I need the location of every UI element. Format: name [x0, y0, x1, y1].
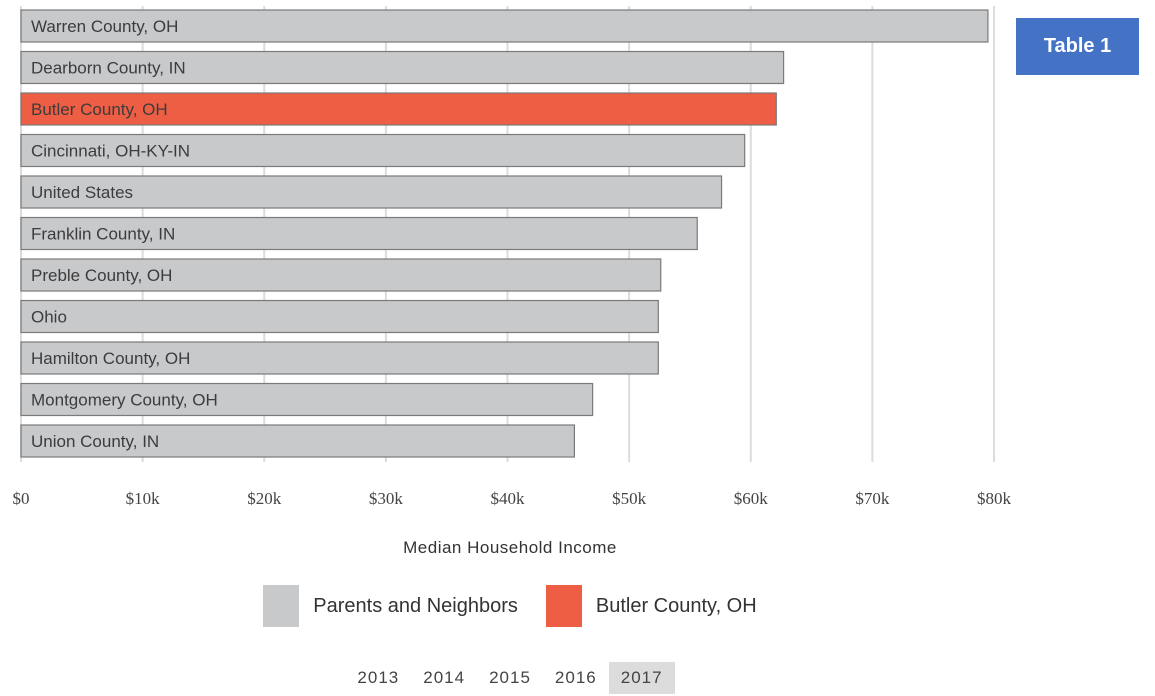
bar: [20, 175, 723, 209]
bar-label: Preble County, OH: [31, 266, 172, 285]
x-axis-ticks: $0 $10k $20k $30k $40k $50k $60k $70k $80k: [13, 489, 1012, 508]
x-tick-label: $30k: [369, 489, 404, 508]
year-button-2016[interactable]: 2016: [554, 668, 597, 687]
year-button-2014[interactable]: 2014: [423, 668, 466, 687]
bar-label: United States: [31, 183, 133, 202]
year-button-2017[interactable]: 2017: [608, 662, 675, 694]
bar: [20, 424, 575, 458]
x-tick-label: $70k: [855, 489, 890, 508]
bar-label: Ohio: [31, 308, 67, 327]
bar-label: Dearborn County, IN: [31, 59, 186, 78]
bar: [20, 50, 785, 85]
x-axis-title: Median Household Income: [403, 538, 617, 557]
legend-swatch-orange: [545, 585, 582, 627]
bar-chart: Warren County, OH Dearborn County, IN Butl…: [13, 6, 1012, 508]
bar-label: Cincinnati, OH-KY-IN: [31, 142, 190, 161]
legend-item-butler: Butler County, OH: [545, 585, 757, 627]
x-tick-label: $50k: [612, 489, 647, 508]
bar-label: Montgomery County, OH: [31, 391, 218, 410]
legend: Parents and Neighbors Butler County, OH: [0, 585, 1020, 627]
x-tick-label: $20k: [247, 489, 282, 508]
bar-label: Union County, IN: [31, 432, 159, 451]
x-tick-label: $0: [13, 489, 30, 508]
bar: [20, 299, 659, 334]
x-tick-label: $10k: [126, 489, 161, 508]
bar: [20, 382, 594, 417]
bar: [20, 133, 746, 168]
year-button-2013[interactable]: 2013: [357, 668, 400, 687]
x-tick-label: $60k: [734, 489, 769, 508]
x-tick-label: $40k: [491, 489, 526, 508]
legend-label-parents: Parents and Neighbors: [313, 594, 518, 617]
bar-label: Butler County, OH: [31, 100, 168, 119]
bar: [20, 9, 989, 43]
legend-swatch-gray: [263, 585, 300, 627]
x-tick-label: $80k: [977, 489, 1012, 508]
legend-item-parents: Parents and Neighbors: [263, 585, 518, 627]
bar: [20, 216, 698, 251]
bar-label: Warren County, OH: [31, 17, 178, 36]
bar-label: Franklin County, IN: [31, 225, 175, 244]
bar: [20, 92, 777, 126]
year-selector: 2013 2014 2015 2016 2017: [0, 662, 1020, 694]
bars: Warren County, OH Dearborn County, IN Butl…: [20, 9, 989, 458]
bar: [20, 258, 662, 292]
table-badge: Table 1: [1016, 18, 1139, 75]
bar-label: Hamilton County, OH: [31, 349, 190, 368]
year-button-2015[interactable]: 2015: [489, 668, 531, 687]
bar: [20, 341, 659, 375]
legend-label-butler: Butler County, OH: [595, 594, 757, 617]
